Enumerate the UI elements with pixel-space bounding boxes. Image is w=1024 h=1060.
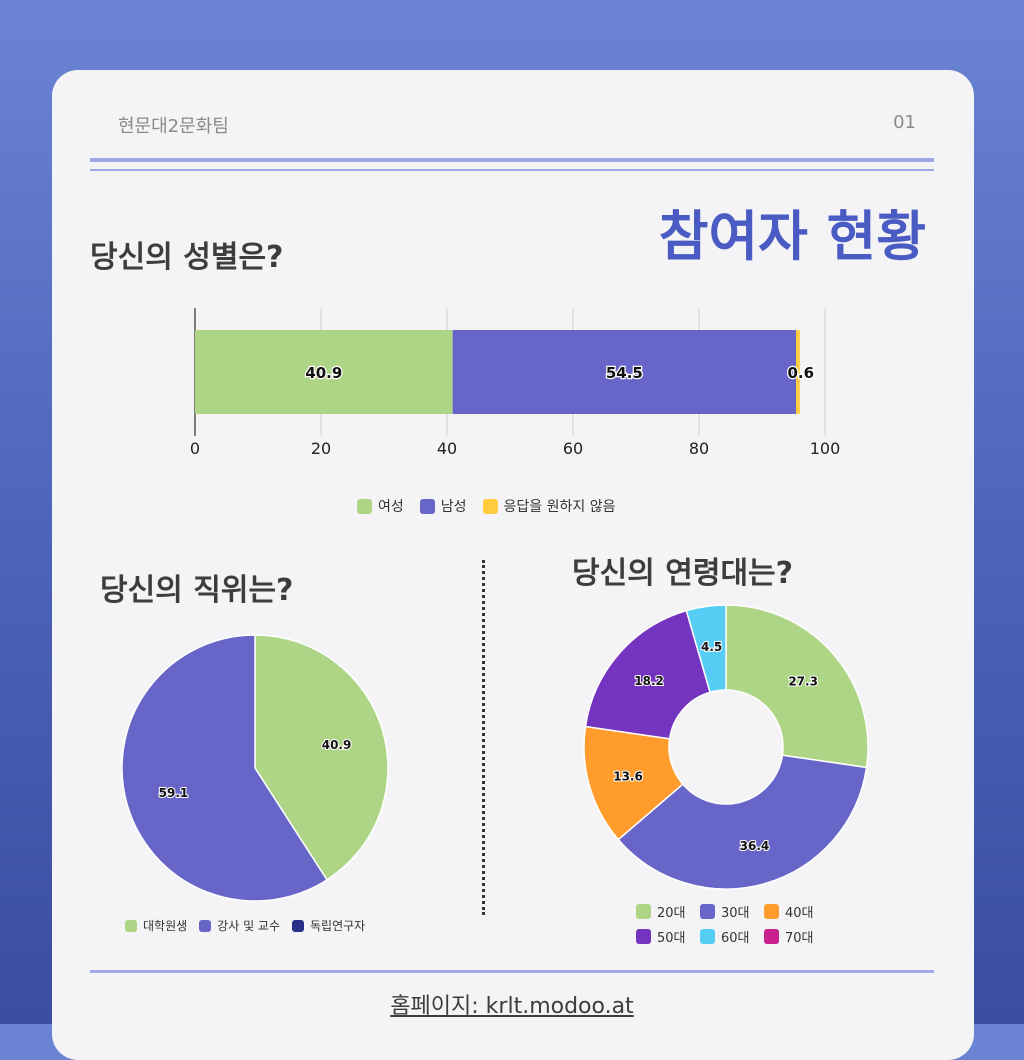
x-tick-label: 40 — [437, 439, 457, 458]
age-legend-item: 20대 — [636, 902, 700, 921]
x-tick-label: 20 — [311, 439, 331, 458]
gender-legend: 여성 남성 응답을 원하지 않음 — [357, 496, 615, 516]
age-legend-item: 60대 — [700, 927, 764, 946]
x-tick-label: 80 — [689, 439, 709, 458]
bar-value-label: 40.9 — [305, 364, 342, 382]
position-slice — [121, 634, 329, 902]
position-legend: 대학원생 강사 및 교수 독립연구자 — [125, 917, 365, 934]
position-legend-label: 강사 및 교수 — [217, 919, 281, 933]
age-legend-label: 40대 — [785, 906, 814, 921]
age-slice — [583, 725, 684, 841]
age-slice — [725, 604, 869, 769]
age-legend-label: 60대 — [721, 931, 750, 946]
position-legend-label: 독립연구자 — [310, 919, 366, 933]
position-legend-item: 독립연구자 — [292, 917, 365, 934]
gender-legend-item: 남성 — [419, 496, 467, 516]
position-legend-swatch — [125, 919, 137, 932]
position-legend-item: 대학원생 — [125, 917, 187, 934]
page-title: 참여자 현황 — [658, 205, 926, 268]
gender-legend-item: 여성 — [357, 496, 404, 516]
x-tick-label: 100 — [810, 439, 841, 458]
age-legend-item: 40대 — [764, 902, 828, 921]
gender-legend-label: 남성 — [440, 499, 467, 515]
bar-segment — [195, 330, 453, 414]
age-legend-label: 20대 — [657, 906, 686, 921]
gender-bar-chart: 0 20 40 60 80 100 40.9 54.5 0.6 — [190, 308, 841, 458]
position-legend-item: 강사 및 교수 — [199, 917, 280, 934]
bar-value-label: 54.5 — [606, 364, 643, 382]
age-value-label: 13.6 — [613, 769, 643, 783]
age-legend: 20대 30대 40대 50대 60대 70대 — [636, 902, 828, 946]
bar-value-label: 0.6 — [788, 364, 815, 382]
position-legend-swatch — [292, 919, 305, 932]
age-donut-chart: 27.3 36.4 13.6 18.2 4.5 — [583, 604, 869, 890]
position-question: 당신의 직위는? — [100, 573, 294, 608]
age-value-label: 27.3 — [788, 674, 818, 688]
age-value-label: 18.2 — [634, 674, 664, 688]
gender-question: 당신의 성별은? — [90, 240, 284, 275]
gender-legend-item: 응답을 원하지 않음 — [482, 496, 616, 516]
age-legend-swatch — [700, 904, 715, 919]
age-legend-label: 70대 — [785, 931, 814, 946]
homepage-link[interactable]: 홈페이지: krlt.modoo.at — [390, 994, 634, 1019]
position-legend-label: 대학원생 — [143, 919, 188, 933]
gender-legend-label: 응답을 원하지 않음 — [503, 499, 616, 515]
header-rule-thin — [90, 169, 934, 171]
age-legend-item: 50대 — [636, 927, 700, 946]
age-legend-swatch — [636, 929, 651, 944]
gender-legend-swatch — [419, 498, 435, 514]
age-value-label: 36.4 — [740, 839, 770, 853]
footer-rule — [90, 970, 934, 973]
gender-legend-swatch — [357, 498, 372, 514]
position-value-label: 59.1 — [159, 786, 189, 800]
age-slice — [584, 609, 712, 740]
gender-legend-swatch — [482, 498, 498, 514]
age-legend-swatch — [636, 904, 651, 919]
page-number: 01 — [893, 112, 916, 133]
content-card — [52, 70, 974, 1060]
position-pie-chart: 40.9 59.1 — [121, 634, 389, 902]
position-value-label: 40.9 — [322, 738, 352, 752]
bar-segment — [452, 330, 797, 414]
age-question: 당신의 연령대는? — [572, 556, 794, 591]
header-rule — [90, 158, 934, 162]
age-slice — [617, 754, 868, 890]
age-legend-swatch — [764, 904, 779, 919]
x-tick-label: 60 — [563, 439, 583, 458]
age-legend-item: 70대 — [764, 927, 828, 946]
team-name: 현문대2문화팀 — [118, 116, 229, 137]
age-value-label: 4.5 — [701, 640, 722, 654]
gender-legend-label: 여성 — [378, 499, 404, 515]
section-divider — [482, 560, 485, 915]
bar-segment — [796, 330, 800, 414]
age-legend-item: 30대 — [700, 902, 764, 921]
age-legend-label: 30대 — [721, 906, 750, 921]
age-slice — [685, 604, 727, 694]
age-legend-swatch — [700, 929, 715, 944]
position-legend-swatch — [199, 919, 212, 932]
x-tick-label: 0 — [190, 439, 200, 458]
age-legend-swatch — [764, 929, 779, 944]
age-legend-label: 50대 — [657, 931, 686, 946]
